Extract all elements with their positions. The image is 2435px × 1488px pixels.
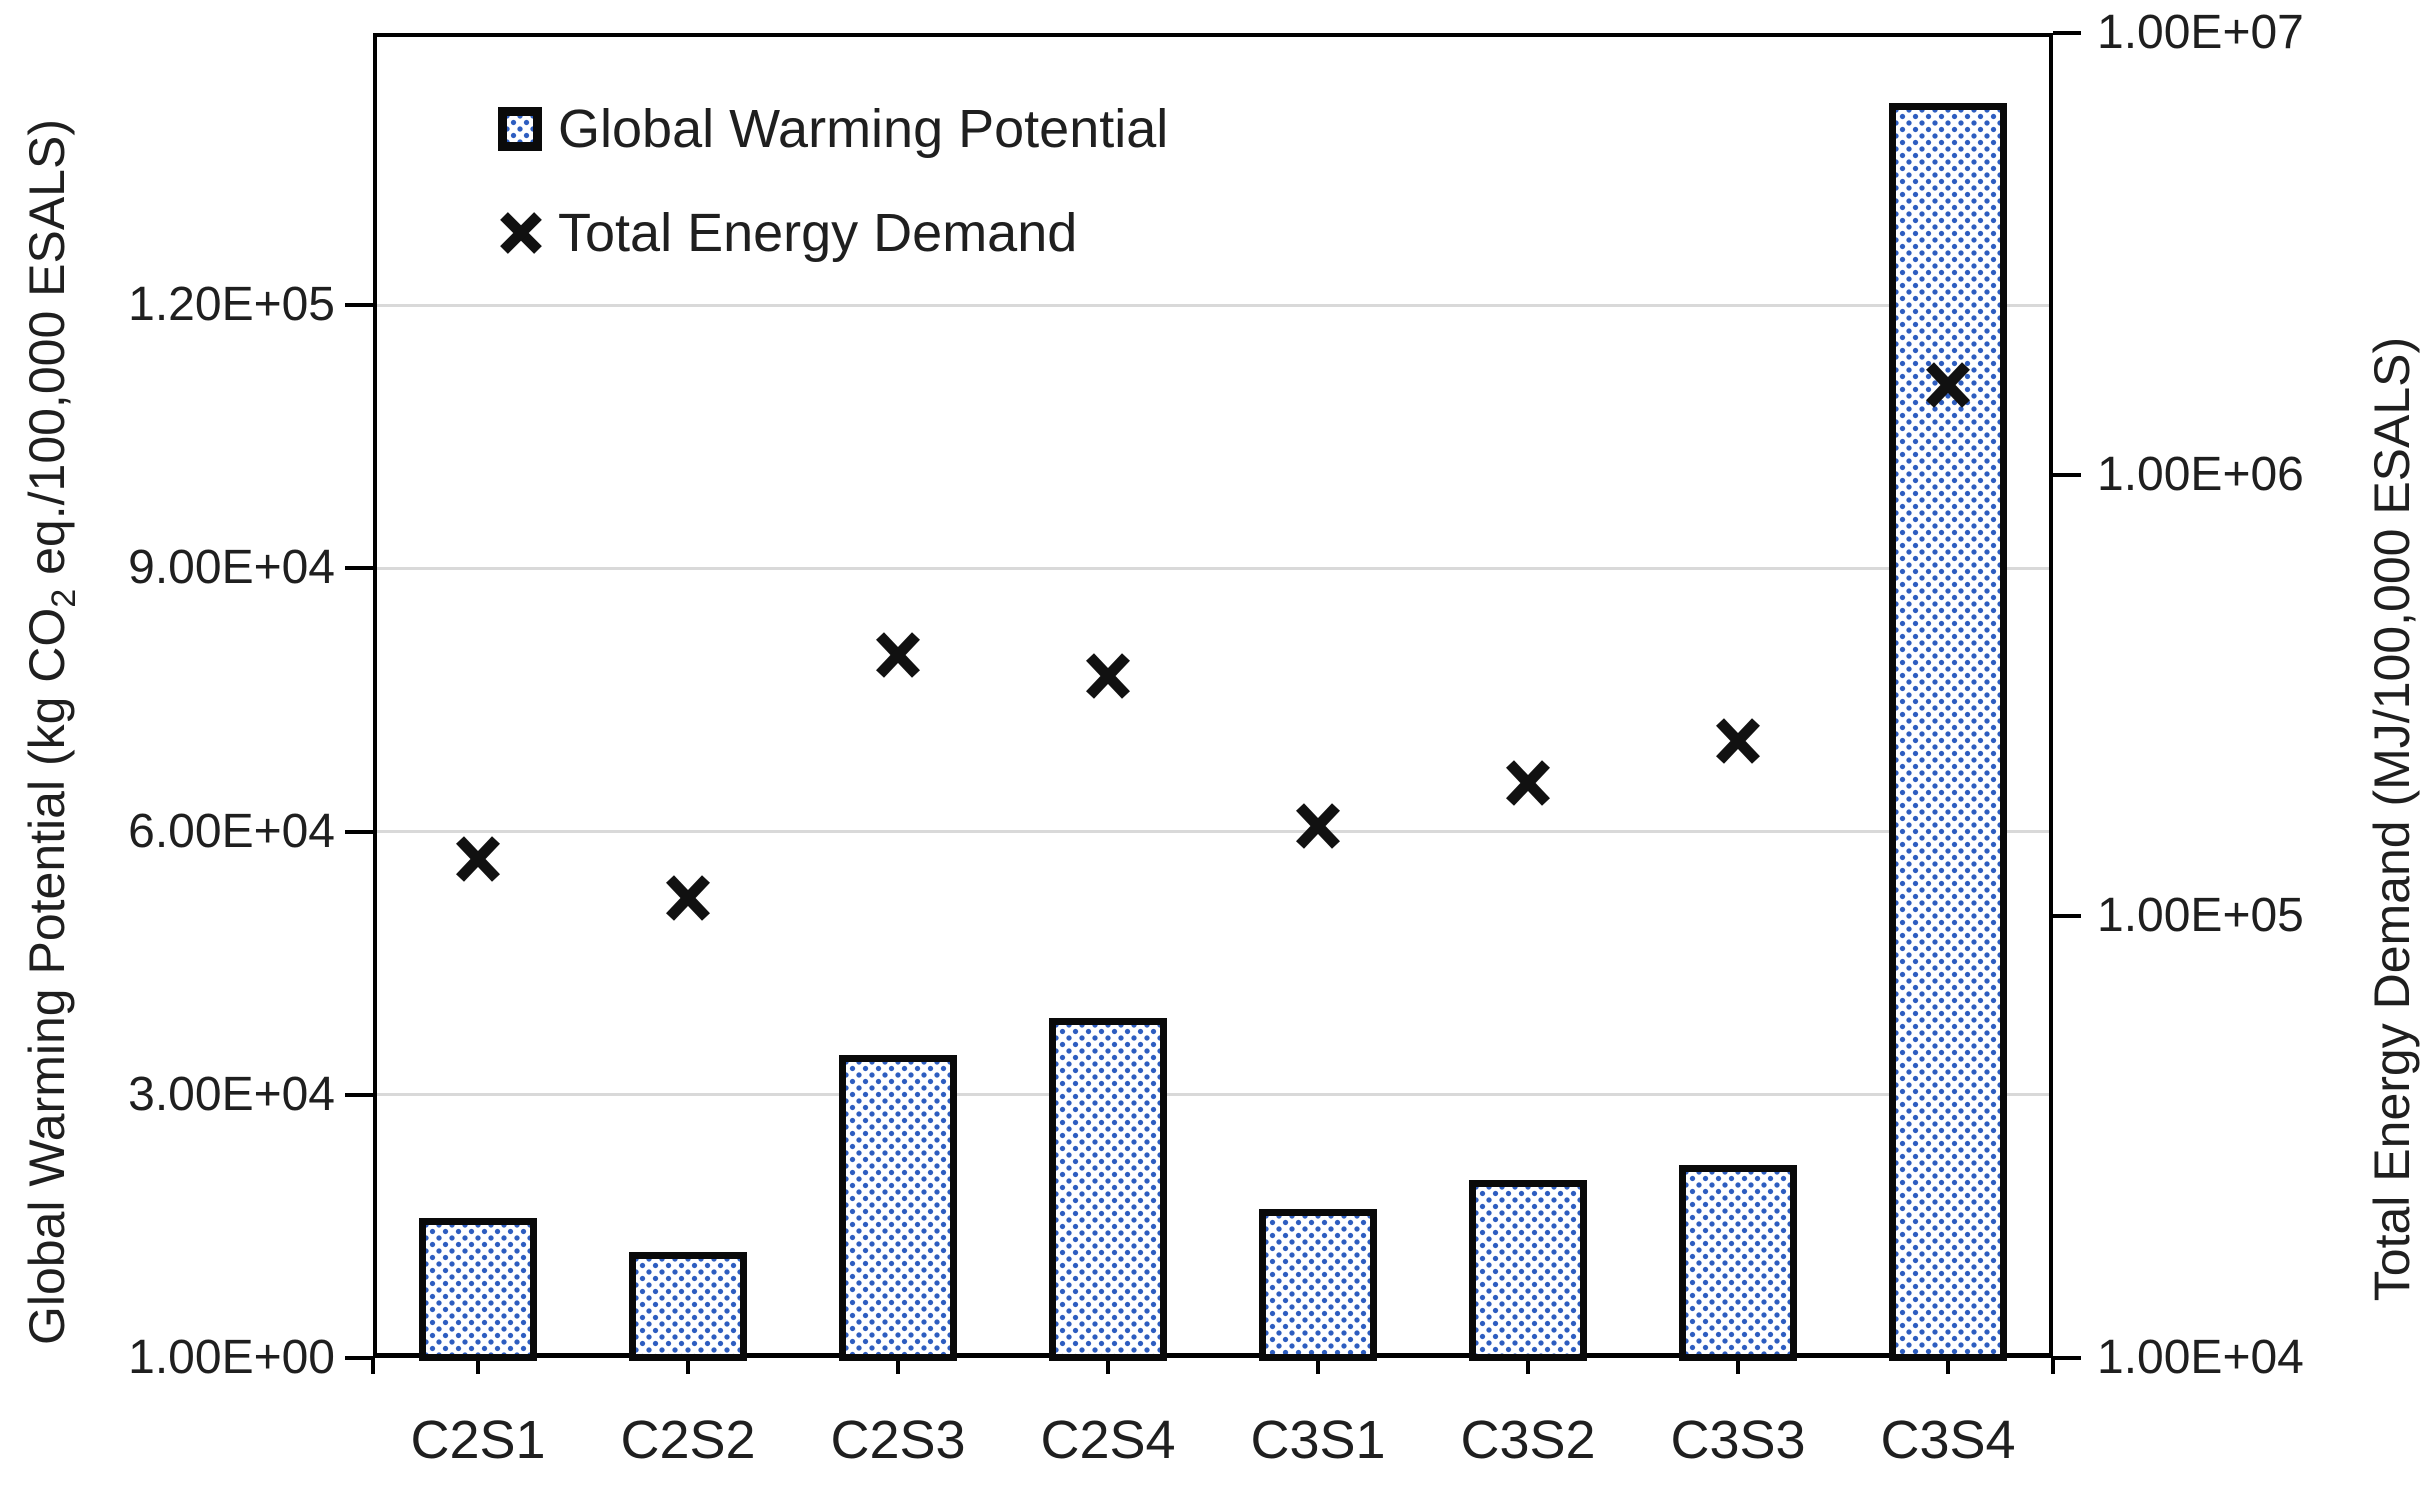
left-axis-title-suffix: eq./100,000 ESALS) <box>19 119 75 589</box>
legend-item-global-warming-potential: Global Warming Potential <box>498 99 1169 159</box>
legend-label-gwp: Global Warming Potential <box>558 99 1169 159</box>
dotted-bar-swatch-icon <box>498 107 542 151</box>
x-axis-tick <box>476 1358 480 1374</box>
right-axis-tick <box>2053 31 2081 35</box>
right-axis-tick-label: 1.00E+04 <box>2097 1331 2304 1384</box>
x-axis-category-label: C2S1 <box>410 1410 546 1470</box>
gwp-bar <box>839 1055 957 1361</box>
x-axis-tick <box>1526 1358 1530 1374</box>
legend-label-ted: Total Energy Demand <box>558 203 1078 263</box>
ted-x-marker <box>1086 653 1130 699</box>
x-axis-category-label: C3S1 <box>1250 1410 1386 1470</box>
left-axis-tick-label: 1.00E+00 <box>128 1330 335 1384</box>
x-axis-tick <box>1106 1358 1110 1374</box>
ted-x-marker <box>456 835 500 882</box>
right-axis-title: Total Energy Demand (MJ/100,000 ESALS) <box>2364 336 2420 1302</box>
left-axis-tick-label: 3.00E+04 <box>128 1067 335 1121</box>
x-axis-tick <box>686 1358 690 1374</box>
left-axis-tick-label: 6.00E+04 <box>128 804 335 858</box>
gwp-bar <box>1049 1017 1167 1361</box>
left-axis-tick <box>345 303 373 308</box>
x-axis-tick <box>1316 1358 1320 1374</box>
right-axis-tick <box>2053 1356 2081 1360</box>
gwp-bar <box>1889 103 2007 1361</box>
right-axis-tick-label: 1.00E+05 <box>2097 889 2304 943</box>
ted-x-marker <box>876 632 920 679</box>
left-axis-tick-label: 9.00E+04 <box>128 541 335 595</box>
gwp-bar <box>1469 1179 1587 1361</box>
left-axis-tick <box>345 1355 373 1360</box>
x-axis-category-label: C2S2 <box>620 1410 756 1470</box>
x-axis-tick <box>371 1358 375 1374</box>
x-axis-category-label: C3S2 <box>1460 1410 1596 1470</box>
left-axis-title-prefix: Global Warming Potential (kg CO <box>19 607 75 1346</box>
right-axis-tick <box>2053 914 2081 919</box>
gridline <box>373 830 2053 833</box>
gwp-bar <box>419 1217 537 1361</box>
x-axis-category-label: C3S3 <box>1670 1410 1806 1470</box>
x-axis-category-label: C2S3 <box>830 1410 966 1470</box>
right-axis-tick <box>2053 472 2081 477</box>
gridline <box>373 303 2053 307</box>
ted-x-marker <box>1716 717 1760 764</box>
gwp-bar <box>629 1251 747 1361</box>
right-axis-tick-label: 1.00E+06 <box>2097 447 2304 501</box>
x-axis-category-label: C2S4 <box>1040 1410 1176 1470</box>
left-axis-title-subscript: 2 <box>45 588 83 608</box>
gridline <box>373 566 2053 570</box>
legend: Global Warming Potential Total Energy De… <box>498 99 1169 312</box>
x-axis-tick <box>1736 1358 1740 1374</box>
x-axis-tick <box>2051 1358 2055 1374</box>
ted-x-marker <box>1506 760 1550 807</box>
left-axis-tick-label: 1.20E+05 <box>128 278 335 332</box>
x-marker-icon <box>500 212 542 254</box>
gwp-bar <box>1679 1164 1797 1361</box>
left-axis-tick <box>345 829 373 834</box>
gridline <box>373 1093 2053 1097</box>
gwp-bar <box>1259 1208 1377 1361</box>
left-axis-tick <box>345 566 373 571</box>
legend-item-total-energy-demand: Total Energy Demand <box>498 203 1168 263</box>
ted-x-marker <box>1296 803 1340 849</box>
x-axis-tick <box>1946 1358 1950 1374</box>
ted-x-marker <box>666 875 710 921</box>
x-axis-category-label: C3S4 <box>1880 1410 2016 1470</box>
left-axis-title: Global Warming Potential (kg CO2 eq./100… <box>16 82 83 1382</box>
right-axis-tick-label: 1.00E+07 <box>2097 6 2304 59</box>
left-axis-tick <box>345 1092 373 1097</box>
x-axis-tick <box>896 1358 900 1374</box>
